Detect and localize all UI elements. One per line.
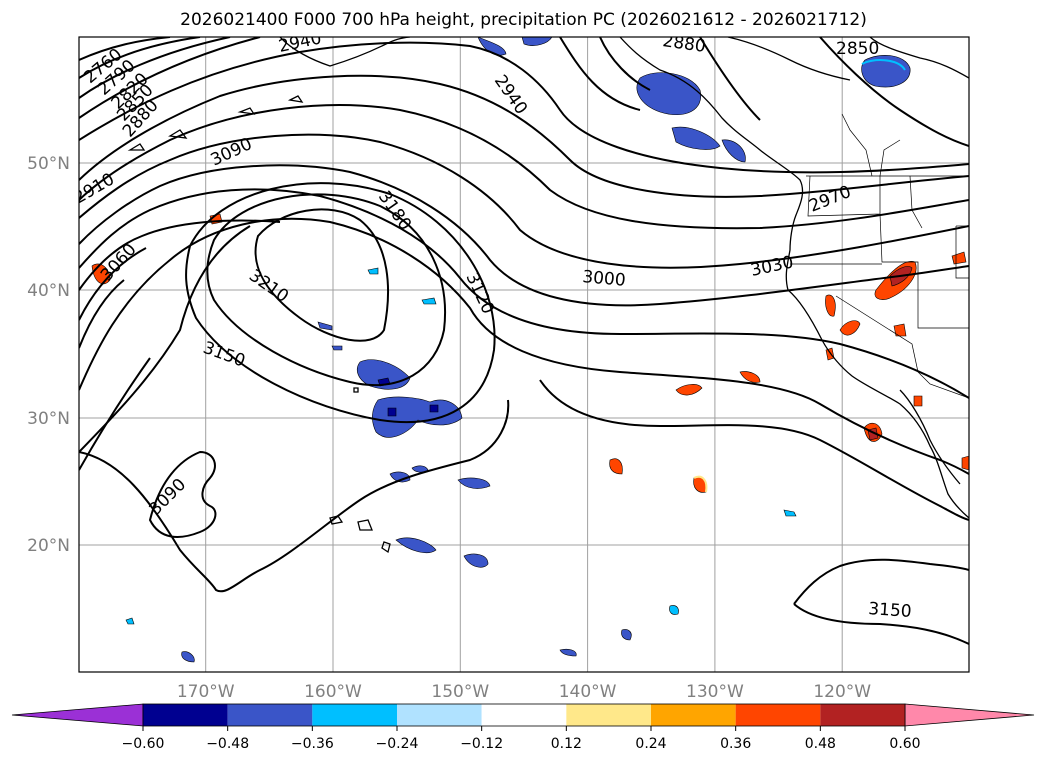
colorbar-extend-low (11, 703, 144, 727)
longitude-label: 160°W (304, 682, 362, 702)
colorbar-swatch (227, 704, 313, 726)
height-contours (79, 37, 969, 645)
latitude-labels: 50°N 40°N 30°N 20°N (27, 154, 70, 556)
contour-label-3000: 3000 (582, 267, 627, 291)
contour-label-2850-east: 2850 (836, 39, 879, 59)
colorbar-tick-label: −0.24 (376, 736, 419, 752)
colorbar-tick-label: 0.24 (635, 736, 666, 752)
colorbar-swatch (820, 704, 905, 726)
colorbar-swatch (566, 704, 651, 726)
colorbar: −0.60 −0.48 −0.36 −0.24 −0.12 0.12 0.24 0.36 0.4… (11, 703, 1035, 752)
colorbar-swatch (312, 704, 397, 726)
colorbar-tick-label: 0.36 (720, 736, 751, 752)
colorbar-border (142, 703, 906, 727)
colorbar-swatch (735, 704, 821, 726)
plot-frame (78, 36, 970, 673)
longitude-label: 150°W (431, 682, 489, 702)
latitude-label: 50°N (27, 154, 70, 174)
longitude-label: 120°W (813, 682, 871, 702)
precip-negative (125, 37, 911, 663)
gridlines (79, 37, 969, 672)
colorbar-extend-high (904, 703, 1035, 727)
longitude-label: 170°W (177, 682, 235, 702)
contour-label-3150-east: 3150 (868, 599, 913, 622)
colorbar-tick-label: −0.12 (460, 736, 503, 752)
colorbar-tick-label: −0.36 (291, 736, 334, 752)
colorbar-tick-label: −0.60 (122, 736, 165, 752)
map-title: 2026021400 F000 700 hPa height, precipit… (180, 10, 867, 30)
colorbar-swatch (143, 704, 228, 726)
longitude-label: 140°W (559, 682, 617, 702)
longitude-labels: 170°W 160°W 150°W 140°W 130°W 120°W (177, 682, 871, 702)
latitude-label: 40°N (27, 281, 70, 301)
colorbar-swatch (397, 704, 482, 726)
political-borders (790, 113, 969, 399)
colorbar-tick-label: 0.12 (551, 736, 582, 752)
contour-label-2880-east: 2880 (661, 31, 707, 57)
latitude-label: 20°N (27, 536, 70, 556)
longitude-label: 130°W (686, 682, 744, 702)
colorbar-swatch (651, 704, 736, 726)
colorbar-swatch (481, 704, 567, 726)
colorbar-tick-label: 0.48 (805, 736, 836, 752)
latitude-label: 30°N (27, 409, 70, 429)
colorbar-tick-label: 0.60 (889, 736, 920, 752)
colorbar-tick-label: −0.48 (206, 736, 249, 752)
